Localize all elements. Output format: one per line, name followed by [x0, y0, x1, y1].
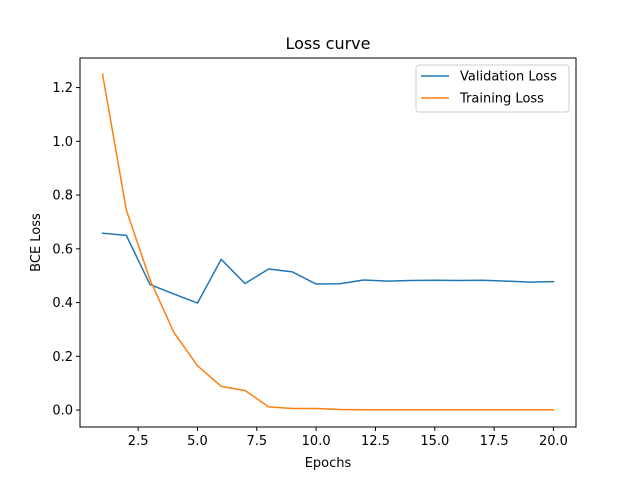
x-tick-label: 7.5 — [246, 434, 267, 449]
y-axis-ticks: 0.0 0.2 0.4 0.6 0.8 1.0 1.2 — [52, 81, 80, 419]
legend-label-validation-loss: Validation Loss — [460, 70, 557, 85]
series-line-training-loss — [101, 73, 555, 411]
x-axis-label: Epochs — [305, 456, 352, 471]
x-tick-label: 20.0 — [539, 434, 568, 449]
legend-box — [415, 64, 570, 113]
axes-frame — [79, 57, 577, 428]
x-tick-label: 2.5 — [128, 434, 149, 449]
chart-title: Loss curve — [285, 34, 370, 53]
y-tick-label: 0.8 — [52, 189, 73, 204]
x-tick-label: 5.0 — [187, 434, 208, 449]
x-tick-label: 15.0 — [420, 434, 449, 449]
y-tick-label: 0.2 — [52, 350, 73, 365]
y-tick-label: 0.6 — [52, 242, 73, 257]
x-axis-ticks: 2.5 5.0 7.5 10.0 12.5 15.0 17.5 20.0 — [128, 427, 568, 449]
legend-label-training-loss: Training Loss — [459, 92, 544, 107]
x-tick-label: 10.0 — [302, 434, 331, 449]
y-axis-label: BCE Loss — [29, 213, 44, 272]
y-tick-label: 1.0 — [52, 135, 73, 150]
legend: Validation Loss Training Loss — [415, 64, 570, 113]
y-tick-label: 0.0 — [52, 404, 73, 419]
x-tick-label: 17.5 — [480, 434, 509, 449]
y-tick-label: 1.2 — [52, 81, 73, 96]
plot-lines — [101, 73, 555, 411]
y-tick-label: 0.4 — [52, 296, 73, 311]
x-tick-label: 12.5 — [361, 434, 390, 449]
series-line-validation-loss — [101, 232, 555, 304]
